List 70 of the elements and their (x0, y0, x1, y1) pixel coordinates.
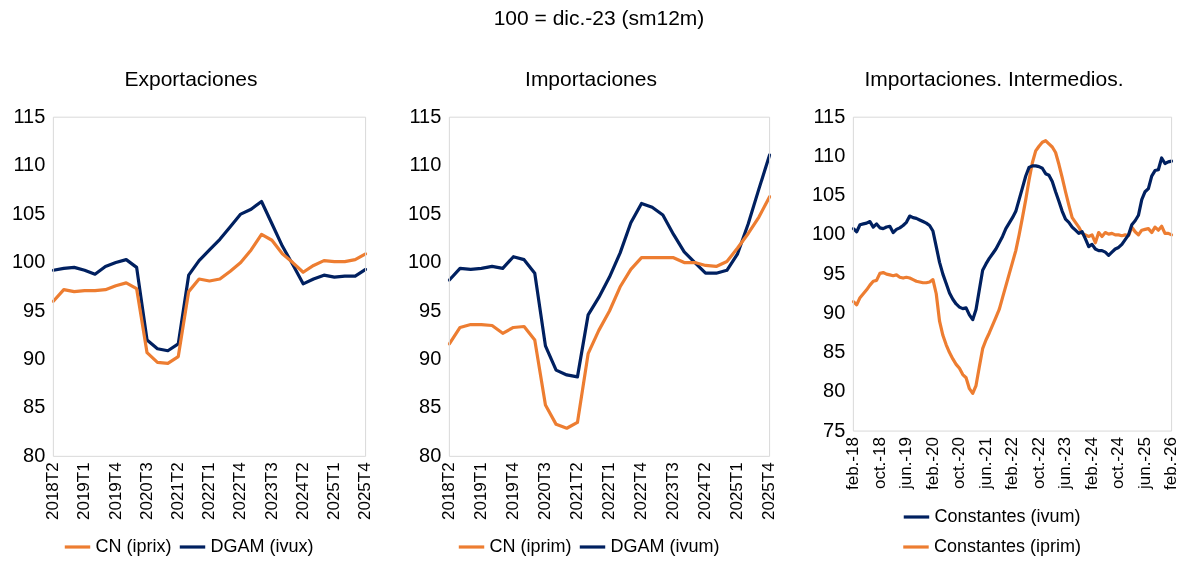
y-tick-label: 100 (11, 250, 46, 273)
x-tick-label: oct.-20 (949, 437, 969, 490)
legend-label: DGAM (ivux) (210, 535, 314, 556)
x-tick-label: 2019T4 (503, 462, 523, 521)
x-tick-label: oct.-24 (1108, 437, 1128, 490)
y-tick-label: 80 (823, 379, 846, 402)
y-tick-label: 80 (23, 443, 46, 466)
x-tick-label: 2022T1 (599, 462, 619, 521)
chart-title: Importaciones. Intermedios. (864, 67, 1124, 91)
x-tick-label: 2025T1 (727, 462, 747, 521)
x-tick-label: jun.-19 (896, 437, 916, 491)
y-tick-label: 95 (419, 298, 442, 321)
y-tick-label: 110 (13, 153, 46, 176)
x-tick-label: 2025T1 (324, 462, 344, 521)
x-tick-label: feb.-18 (843, 437, 863, 491)
y-tick-label: 110 (409, 153, 442, 176)
y-tick-label: 85 (419, 395, 442, 418)
x-tick-label: 2023T3 (663, 462, 683, 521)
y-tick-label: 105 (407, 201, 442, 224)
x-tick-label: jun.-21 (975, 437, 995, 491)
y-tick-label: 95 (823, 261, 846, 284)
x-tick-label: oct.-22 (1028, 437, 1048, 490)
x-tick-label: 2024T2 (695, 462, 715, 521)
y-tick-label: 100 (811, 222, 846, 245)
x-tick-label: 2019T4 (105, 462, 125, 521)
y-tick-label: 85 (823, 340, 846, 363)
x-tick-label: 2025T4 (355, 462, 375, 521)
x-tick-label: 2023T3 (261, 462, 281, 521)
x-tick-label: feb.-24 (1081, 437, 1101, 491)
legend-label: CN (iprix) (95, 535, 172, 556)
x-tick-label: 2022T1 (199, 462, 219, 521)
x-tick-label: 2020T3 (535, 462, 555, 521)
y-tick-label: 115 (813, 104, 846, 127)
x-tick-label: 2019T1 (74, 462, 94, 521)
y-tick-label: 105 (11, 201, 46, 224)
x-tick-label: 2018T2 (43, 462, 63, 521)
y-tick-label: 115 (13, 104, 46, 127)
y-tick-label: 85 (23, 395, 46, 418)
x-tick-label: 2025T4 (759, 462, 779, 521)
x-tick-label: feb.-22 (1002, 437, 1022, 491)
legend-label: DGAM (ivum) (610, 535, 720, 556)
x-tick-label: 2019T1 (471, 462, 491, 521)
x-tick-label: feb.-26 (1161, 437, 1181, 491)
y-tick-label: 115 (409, 104, 442, 127)
x-tick-label: 2018T2 (439, 462, 459, 521)
y-tick-label: 90 (23, 346, 46, 369)
legend-label: CN (iprim) (489, 535, 572, 556)
x-tick-label: jun.-25 (1134, 437, 1154, 491)
x-tick-label: 2022T4 (631, 462, 651, 521)
x-tick-label: 2020T3 (136, 462, 156, 521)
y-tick-label: 90 (823, 300, 846, 323)
y-tick-label: 110 (813, 143, 846, 166)
chart-title: Exportaciones (124, 67, 258, 91)
x-tick-label: 2024T2 (292, 462, 312, 521)
chart-title: Importaciones (525, 67, 657, 91)
text: 100 = dic.-23 (sm12m) (492, 6, 706, 30)
x-tick-label: 2021T2 (567, 462, 587, 521)
x-tick-label: 2021T2 (167, 462, 187, 521)
y-tick-label: 95 (23, 298, 46, 321)
legend-label: Constantes (ivum) (934, 505, 1081, 526)
y-tick-label: 80 (419, 443, 442, 466)
y-tick-label: 90 (419, 346, 442, 369)
x-tick-label: oct.-18 (869, 437, 889, 490)
y-tick-label: 100 (407, 250, 442, 273)
legend-label: Constantes (iprim) (933, 535, 1082, 556)
x-tick-label: jun.-23 (1055, 437, 1075, 491)
y-tick-label: 75 (823, 418, 846, 441)
y-tick-label: 105 (811, 183, 846, 206)
x-tick-label: 2022T4 (230, 462, 250, 521)
x-tick-label: feb.-20 (922, 437, 942, 491)
